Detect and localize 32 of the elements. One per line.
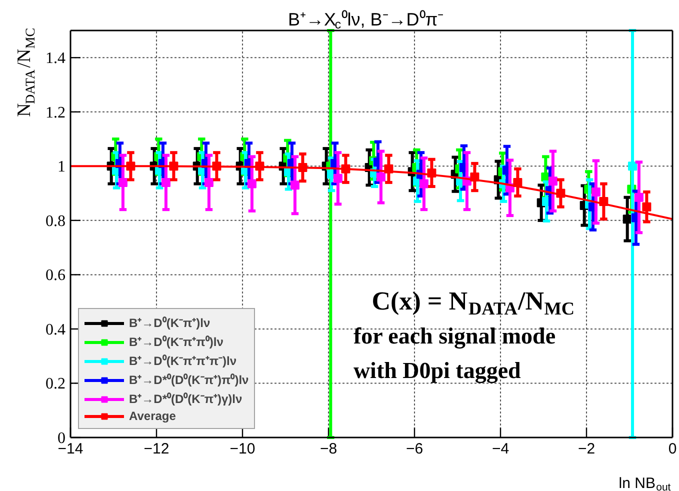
legend-label: Average [129, 409, 176, 423]
x-tick-label: 0 [668, 440, 677, 458]
y-tick-label: 0.6 [46, 267, 66, 284]
annotation: with D0pi tagged [353, 358, 522, 384]
point [419, 179, 428, 188]
point [333, 174, 342, 183]
legend-label: B⁺→D⁰(K⁻π⁺π⁺π⁻)lν [129, 353, 237, 369]
legend-label: B⁺→D⁰(K⁻π⁺)lν [129, 315, 210, 331]
point [642, 202, 652, 212]
point [628, 162, 638, 171]
y-tick-label: 1.4 [46, 50, 66, 68]
annotation: for each signal mode [353, 323, 556, 350]
y-tick-label: 0.2 [46, 376, 66, 393]
legend-label: B⁺→D*⁰(D⁰(K⁻π⁺)π⁰)lν [129, 372, 249, 388]
y-tick-label: 0.4 [46, 321, 66, 338]
y-tick-label: 0 [58, 430, 66, 447]
legend-label: B⁺→D*⁰(D⁰(K⁻π⁺)γ)lν [129, 391, 242, 407]
x-tick-label: −8 [320, 440, 338, 458]
point [548, 176, 558, 186]
y-tick-label: 0.8 [46, 212, 66, 230]
x-tick-label: −12 [144, 440, 170, 458]
x-tick-label: −6 [406, 440, 424, 458]
x-tick-label: −4 [492, 440, 510, 458]
y-tick-label: 1 [58, 158, 66, 176]
point [591, 187, 600, 196]
y-tick-label: 1.2 [46, 104, 66, 122]
y-axis-title: NDATA/NMC [14, 28, 38, 117]
x-tick-label: −10 [230, 440, 256, 458]
point [634, 192, 644, 202]
legend-label: B⁺→D⁰(K⁻π⁺π⁰)lν [129, 334, 224, 350]
point [622, 214, 632, 224]
x-tick-label: −2 [578, 440, 596, 458]
